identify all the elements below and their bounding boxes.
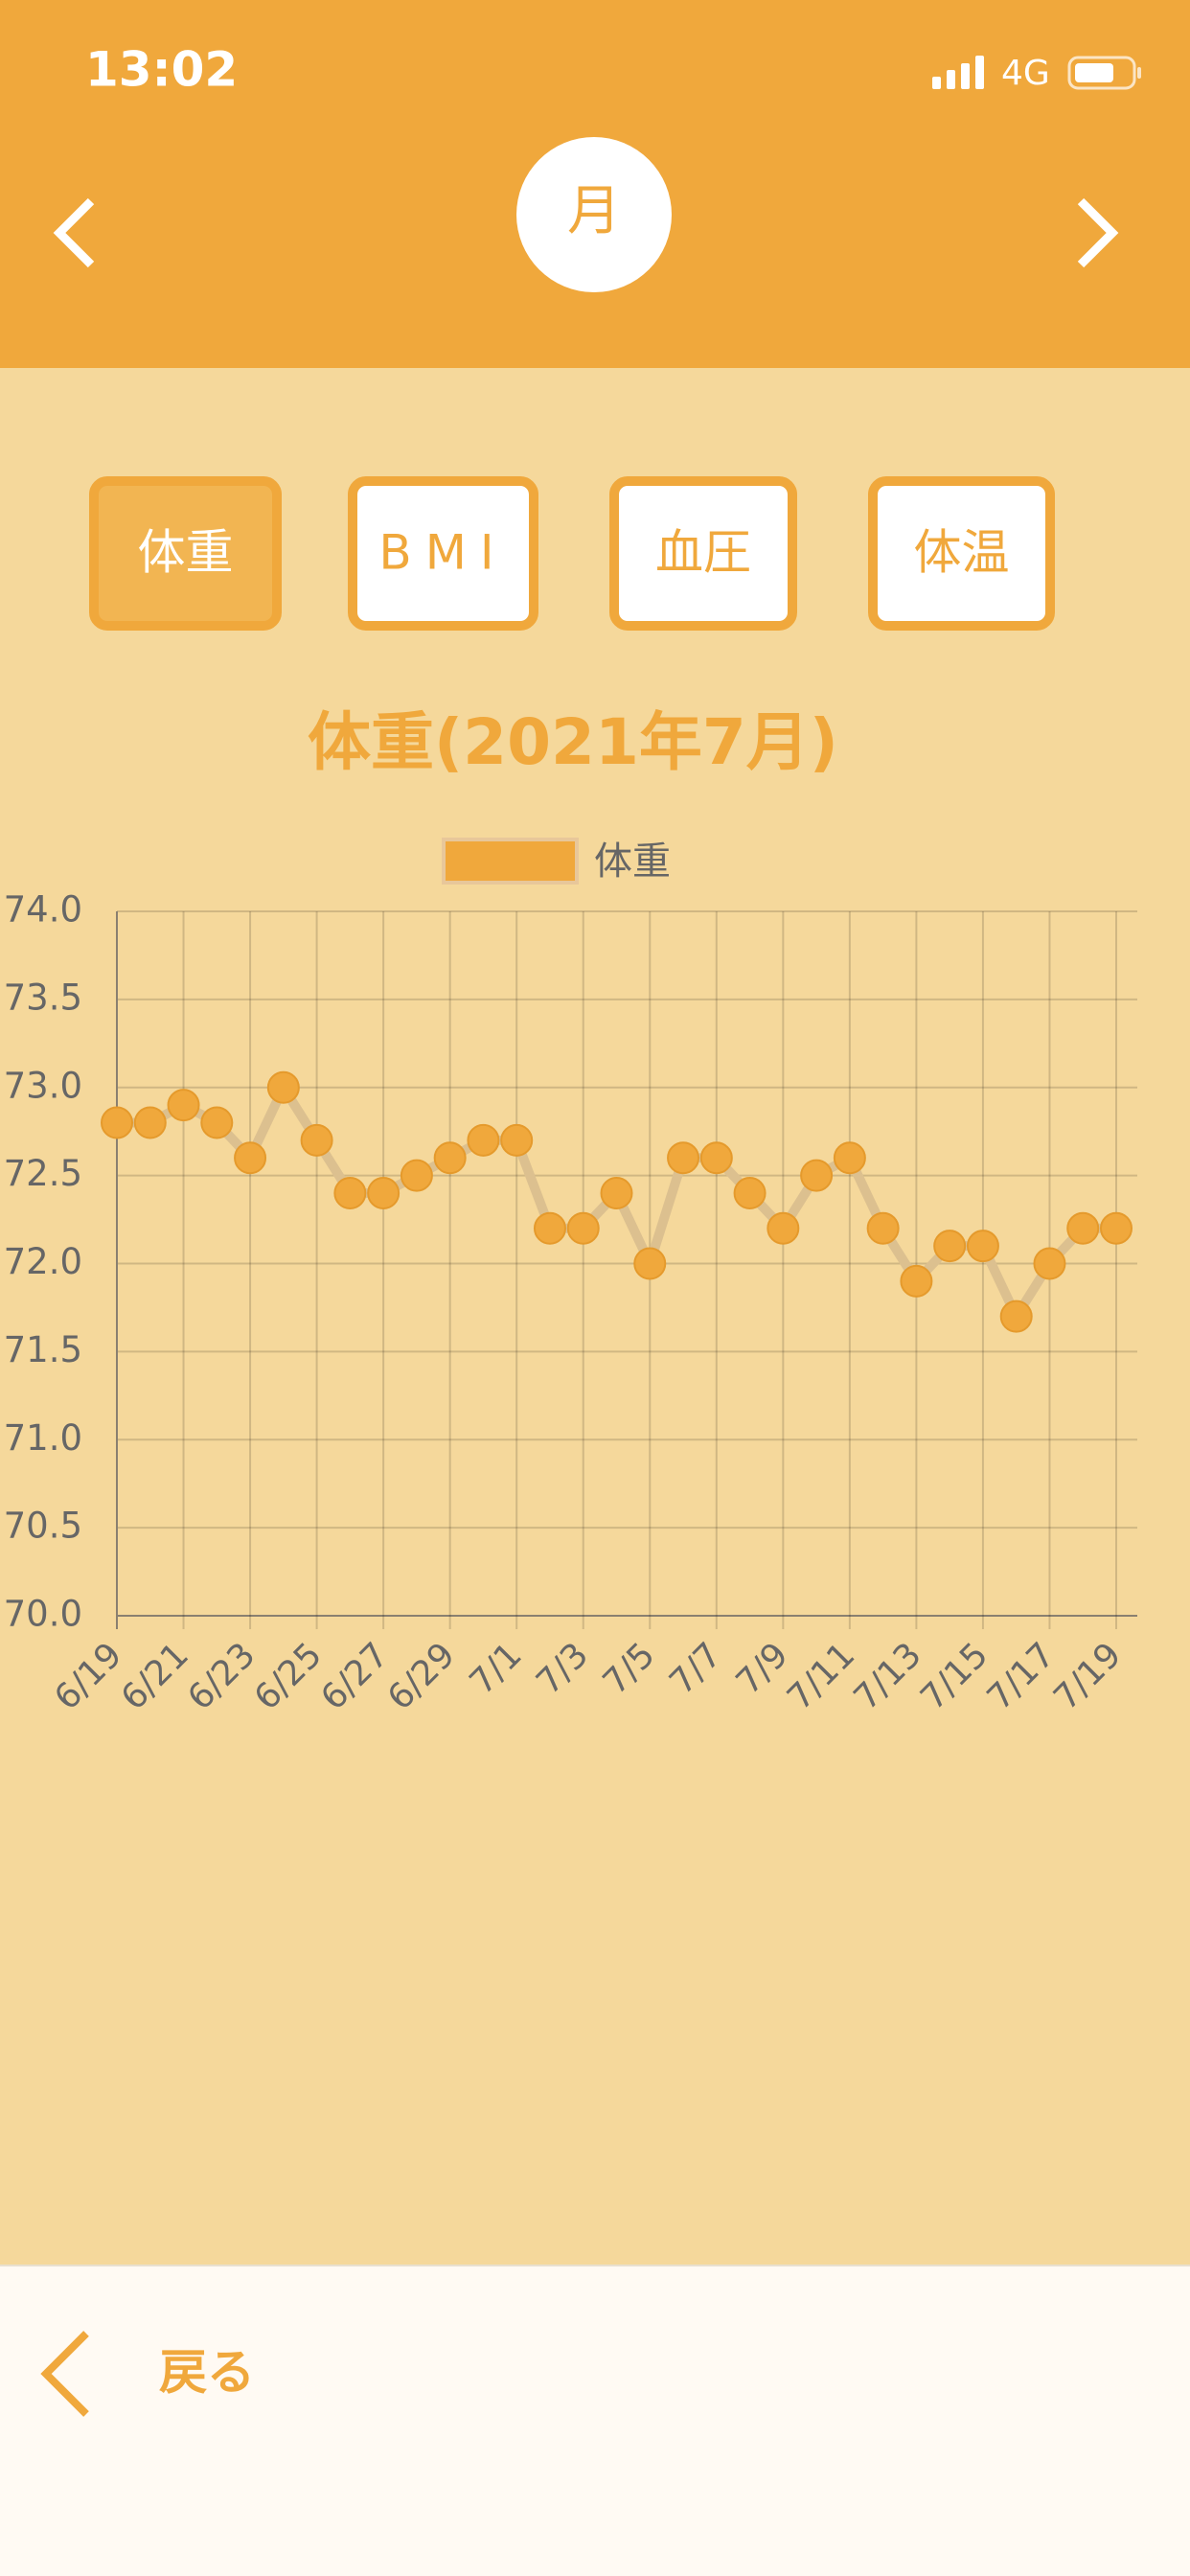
back-chevron[interactable] [40, 2331, 89, 2417]
data-point [900, 1264, 933, 1298]
data-point [1033, 1247, 1066, 1280]
data-point [133, 1106, 167, 1139]
status-time: 13:02 [85, 42, 238, 98]
legend-swatch [442, 838, 579, 885]
battery-icon [1067, 56, 1141, 90]
back-button[interactable]: 戻る [159, 2345, 255, 2401]
signal-icon [932, 56, 984, 89]
data-point [234, 1141, 267, 1175]
tab-label: 体温 [914, 525, 1010, 581]
y-tick-label: 73.0 [4, 1065, 82, 1106]
y-tick-label: 71.0 [4, 1417, 82, 1459]
data-point [1100, 1211, 1133, 1245]
data-point [1066, 1211, 1100, 1245]
data-point [733, 1177, 767, 1209]
data-point [633, 1247, 667, 1280]
data-point [333, 1177, 367, 1209]
data-point [433, 1141, 467, 1175]
next-button[interactable] [1077, 197, 1119, 268]
data-point [600, 1177, 633, 1209]
data-point [966, 1230, 999, 1263]
network-label: 4G [1001, 54, 1050, 93]
data-point [833, 1141, 866, 1175]
tab-label: 体重 [138, 525, 234, 581]
data-point [400, 1159, 433, 1192]
y-tick-label: 71.5 [4, 1329, 82, 1370]
y-tick-label: 74.0 [4, 889, 82, 931]
data-point [266, 1070, 300, 1104]
tab-button[interactable] [609, 476, 797, 631]
data-point [500, 1123, 534, 1157]
tab-button[interactable] [89, 476, 282, 631]
y-tick-label: 70.0 [4, 1594, 82, 1635]
data-point [667, 1141, 700, 1175]
data-point [699, 1141, 733, 1175]
y-tick-label: 73.5 [4, 977, 82, 1018]
data-point [200, 1106, 234, 1139]
data-point [800, 1159, 834, 1192]
data-point [467, 1123, 500, 1157]
data-point [566, 1211, 600, 1245]
data-point [866, 1211, 900, 1245]
tab-label: 血圧 [655, 525, 751, 581]
data-point [933, 1230, 967, 1263]
prev-button[interactable] [53, 197, 95, 268]
tab-label: BMI [378, 525, 507, 581]
y-tick-label: 72.5 [4, 1153, 82, 1194]
y-tick-label: 70.5 [4, 1506, 82, 1547]
data-point [167, 1089, 200, 1122]
chart-title: 体重(2021年7月) [308, 705, 838, 779]
tab-button[interactable] [868, 476, 1055, 631]
data-point [367, 1177, 400, 1209]
content-background [0, 368, 1190, 2266]
data-point [101, 1106, 133, 1139]
data-point [533, 1211, 566, 1245]
data-point [767, 1211, 800, 1245]
tab-button[interactable] [348, 476, 538, 631]
legend-label: 体重 [594, 840, 671, 884]
data-point [999, 1300, 1033, 1333]
period-label: 月 [567, 180, 621, 242]
period-button[interactable] [516, 137, 672, 292]
y-tick-label: 72.0 [4, 1241, 82, 1282]
footer-bar [0, 2266, 1190, 2576]
data-point [300, 1123, 333, 1157]
